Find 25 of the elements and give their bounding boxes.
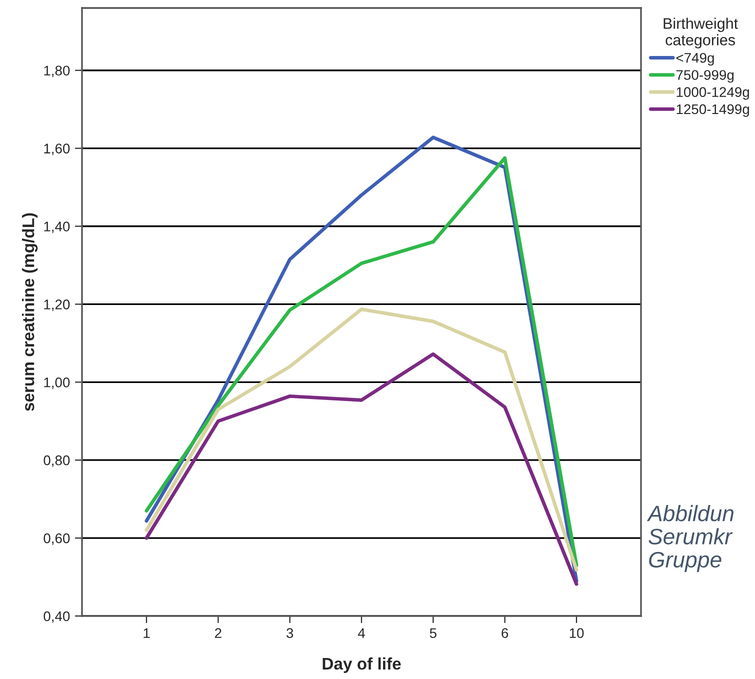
x-tick-label: 4 (358, 628, 365, 638)
legend-label: <749g (676, 52, 714, 66)
y-axis-title: serum creatinine (mg/dL) (22, 213, 38, 411)
y-tick-label: 1,80 (44, 66, 70, 78)
y-tick-label: 0,40 (44, 611, 70, 623)
y-tick-label: 1,20 (44, 300, 70, 312)
line-series (144, 308, 578, 572)
y-tick-label: 1,00 (44, 377, 70, 389)
x-tick-label: 3 (286, 628, 294, 638)
x-tick-label: 1 (144, 628, 150, 638)
legend-title: Birthweight categories (664, 18, 738, 48)
x-tick-label: 6 (502, 628, 508, 638)
y-tick-label: 0,80 (44, 455, 70, 467)
legend-label: 750-999g (676, 70, 734, 83)
legend-label: 1000-1249g (676, 87, 749, 100)
x-tick-label: 10 (570, 628, 584, 638)
x-axis-title: Day of life (322, 657, 401, 673)
y-tick-label: 1,60 (44, 144, 70, 156)
y-tick-label: 1,40 (44, 222, 70, 234)
text: Abbildun Serumkr Gruppe (646, 505, 734, 572)
legend-label: 1250-1499g (676, 104, 749, 117)
x-tick-label: 5 (430, 628, 436, 638)
y-tick-label: 0,60 (44, 533, 70, 545)
line-series (144, 352, 578, 586)
x-tick-label: 2 (215, 628, 222, 638)
